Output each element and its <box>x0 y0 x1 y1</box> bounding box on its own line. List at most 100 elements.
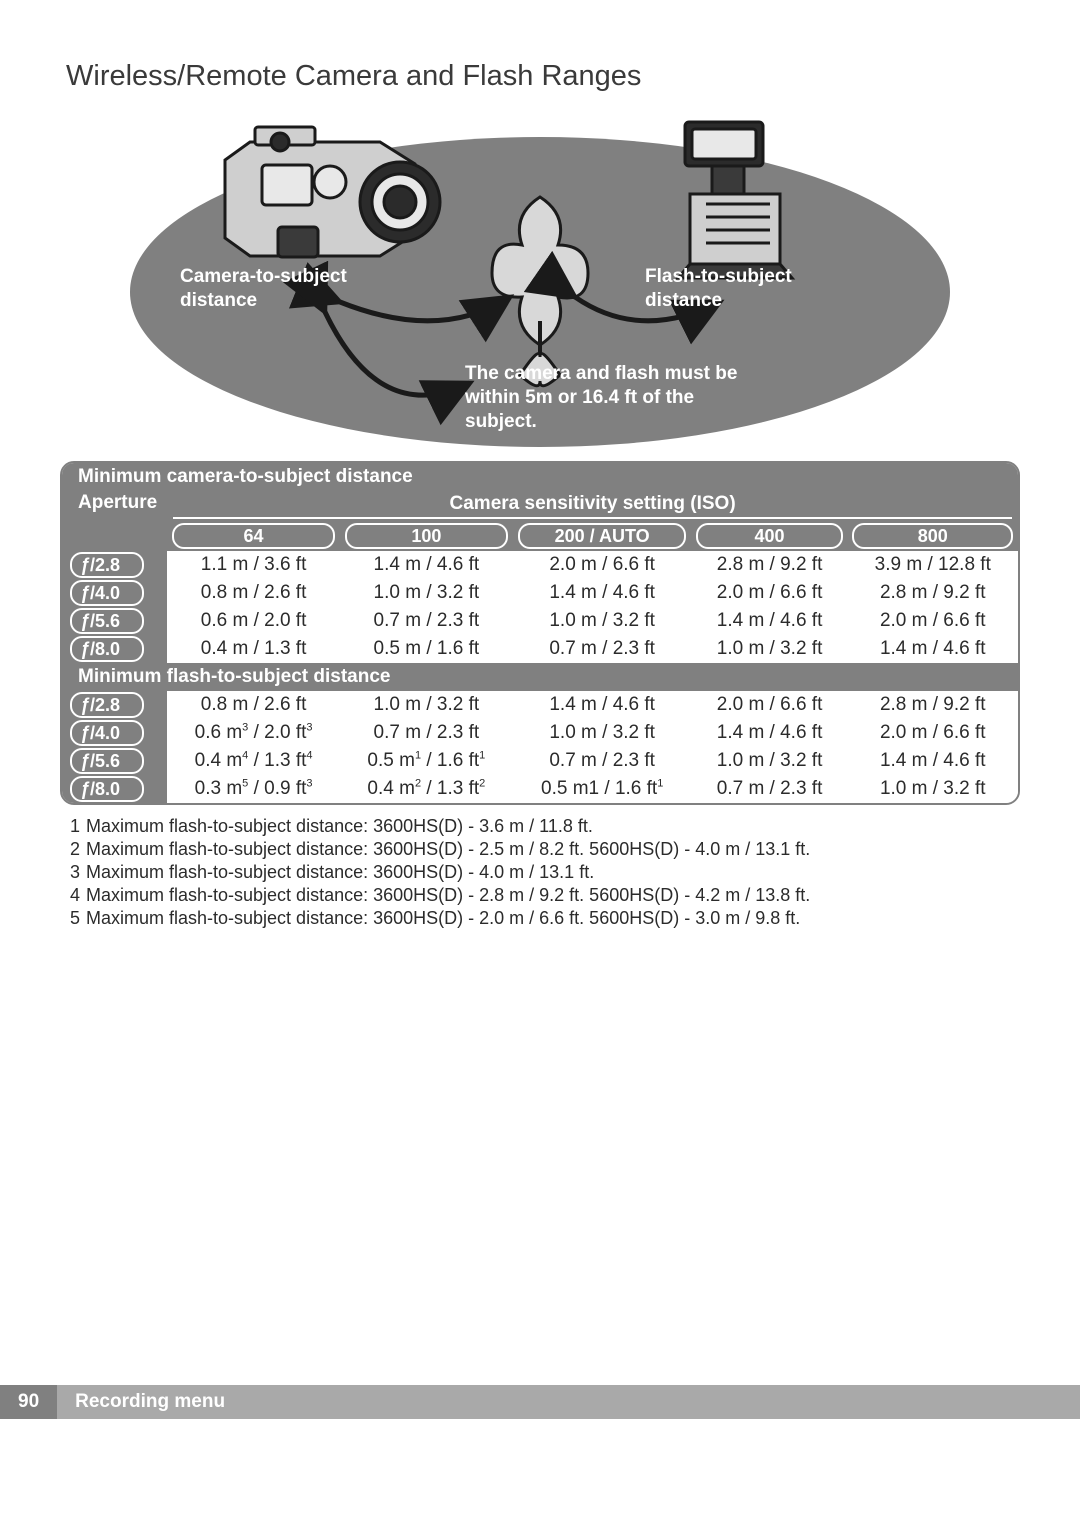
footnote: 2Maximum flash-to-subject distance: 3600… <box>60 838 1020 861</box>
value-cell: 0.4 m2 / 1.3 ft2 <box>340 775 513 803</box>
aperture-cell: ƒ/8.0 <box>62 635 167 663</box>
footer-bar: 90 Recording menu <box>0 1385 1080 1419</box>
value-cell: 3.9 m / 12.8 ft <box>848 551 1018 579</box>
footnote-number: 3 <box>60 861 86 884</box>
footnote: 3Maximum flash-to-subject distance: 3600… <box>60 861 1020 884</box>
footnote-text: Maximum flash-to-subject distance: 3600H… <box>86 815 1020 838</box>
value-cell: 0.7 m / 2.3 ft <box>340 607 513 635</box>
value-cell: 0.7 m / 2.3 ft <box>513 747 692 775</box>
table-row: ƒ/4.0 0.6 m3 / 2.0 ft30.7 m / 2.3 ft1.0 m… <box>62 719 1018 747</box>
value-cell: 1.0 m / 3.2 ft <box>848 775 1018 803</box>
value-cell: 0.5 m1 / 1.6 ft1 <box>340 747 513 775</box>
value-cell: 2.0 m / 6.6 ft <box>848 607 1018 635</box>
iso-col-2: 200 / AUTO <box>518 523 687 549</box>
iso-columns-row: 64 100 200 / AUTO 400 800 <box>62 521 1018 551</box>
footnote-number: 1 <box>60 815 86 838</box>
range-diagram: Camera-to-subject distance Flash-to-subj… <box>80 107 1000 447</box>
footnote-number: 2 <box>60 838 86 861</box>
footnote-text: Maximum flash-to-subject distance: 3600H… <box>86 861 1020 884</box>
table-row: ƒ/2.8 1.1 m / 3.6 ft1.4 m / 4.6 ft2.0 m /… <box>62 551 1018 579</box>
value-cell: 2.8 m / 9.2 ft <box>848 691 1018 719</box>
page: Wireless/Remote Camera and Flash Ranges <box>0 0 1080 1529</box>
value-cell: 1.0 m / 3.2 ft <box>513 607 692 635</box>
aperture-cell: ƒ/2.8 <box>62 551 167 579</box>
aperture-pill: ƒ/8.0 <box>70 636 144 662</box>
table-row: ƒ/4.0 0.8 m / 2.6 ft1.0 m / 3.2 ft1.4 m /… <box>62 579 1018 607</box>
aperture-pill: ƒ/2.8 <box>70 692 144 718</box>
iso-col-3: 400 <box>696 523 843 549</box>
value-cell: 0.7 m / 2.3 ft <box>340 719 513 747</box>
aperture-pill: ƒ/4.0 <box>70 720 144 746</box>
value-cell: 2.8 m / 9.2 ft <box>692 551 848 579</box>
footnote: 5Maximum flash-to-subject distance: 3600… <box>60 907 1020 930</box>
table-row: ƒ/8.00.4 m / 1.3 ft0.5 m / 1.6 ft0.7 m /… <box>62 635 1018 663</box>
aperture-pill: ƒ/2.8 <box>70 552 144 578</box>
value-cell: 1.0 m / 3.2 ft <box>340 579 513 607</box>
value-cell: 2.0 m / 6.6 ft <box>513 551 692 579</box>
aperture-cell: ƒ/8.0 <box>62 775 167 803</box>
value-cell: 2.0 m / 6.6 ft <box>692 691 848 719</box>
footnotes: 1Maximum flash-to-subject distance: 3600… <box>60 815 1020 930</box>
footnote-number: 5 <box>60 907 86 930</box>
value-cell: 0.5 m1 / 1.6 ft1 <box>513 775 692 803</box>
value-cell: 0.7 m / 2.3 ft <box>692 775 848 803</box>
value-cell: 1.1 m / 3.6 ft <box>167 551 340 579</box>
value-cell: 0.8 m / 2.6 ft <box>167 691 340 719</box>
iso-col-4: 800 <box>852 523 1013 549</box>
aperture-cell: ƒ/4.0 <box>62 719 167 747</box>
value-cell: 2.0 m / 6.6 ft <box>692 579 848 607</box>
range-table: Minimum camera-to-subject distance Apert… <box>60 461 1020 805</box>
distance-note-label: The camera and flash must be within 5m o… <box>465 362 765 433</box>
value-cell: 0.6 m3 / 2.0 ft3 <box>167 719 340 747</box>
aperture-cell: ƒ/5.6 <box>62 607 167 635</box>
camera-distance-label: Camera-to-subject distance <box>180 265 390 313</box>
value-cell: 2.0 m / 6.6 ft <box>848 719 1018 747</box>
footer-section: Recording menu <box>57 1391 225 1413</box>
footnote-text: Maximum flash-to-subject distance: 3600H… <box>86 907 1020 930</box>
value-cell: 1.4 m / 4.6 ft <box>513 579 692 607</box>
aperture-header: Aperture <box>62 491 167 551</box>
value-cell: 0.4 m / 1.3 ft <box>167 635 340 663</box>
value-cell: 1.0 m / 3.2 ft <box>513 719 692 747</box>
aperture-pill: ƒ/4.0 <box>70 580 144 606</box>
flash-distance-label: Flash-to-subject distance <box>645 265 845 313</box>
table-row: ƒ/5.6 0.4 m4 / 1.3 ft40.5 m1 / 1.6 ft10.7… <box>62 747 1018 775</box>
value-cell: 1.4 m / 4.6 ft <box>340 551 513 579</box>
value-cell: 1.0 m / 3.2 ft <box>340 691 513 719</box>
value-cell: 0.8 m / 2.6 ft <box>167 579 340 607</box>
page-title: Wireless/Remote Camera and Flash Ranges <box>66 60 1020 93</box>
iso-col-0: 64 <box>172 523 335 549</box>
aperture-cell: ƒ/5.6 <box>62 747 167 775</box>
value-cell: 0.6 m / 2.0 ft <box>167 607 340 635</box>
value-cell: 0.4 m4 / 1.3 ft4 <box>167 747 340 775</box>
page-number: 90 <box>0 1385 57 1419</box>
value-cell: 1.4 m / 4.6 ft <box>848 635 1018 663</box>
value-cell: 1.0 m / 3.2 ft <box>692 635 848 663</box>
iso-col-1: 100 <box>345 523 508 549</box>
value-cell: 0.3 m5 / 0.9 ft3 <box>167 775 340 803</box>
footnote: 4Maximum flash-to-subject distance: 3600… <box>60 884 1020 907</box>
aperture-pill: ƒ/8.0 <box>70 776 144 802</box>
aperture-cell: ƒ/4.0 <box>62 579 167 607</box>
subject-icon <box>492 197 588 386</box>
value-cell: 1.4 m / 4.6 ft <box>692 607 848 635</box>
value-cell: 1.4 m / 4.6 ft <box>848 747 1018 775</box>
aperture-pill: ƒ/5.6 <box>70 608 144 634</box>
footnote-text: Maximum flash-to-subject distance: 3600H… <box>86 884 1020 907</box>
footnote-text: Maximum flash-to-subject distance: 3600H… <box>86 838 1020 861</box>
value-cell: 1.0 m / 3.2 ft <box>692 747 848 775</box>
aperture-cell: ƒ/2.8 <box>62 691 167 719</box>
value-cell: 1.4 m / 4.6 ft <box>513 691 692 719</box>
table-row: ƒ/2.8 0.8 m / 2.6 ft1.0 m / 3.2 ft1.4 m /… <box>62 691 1018 719</box>
value-cell: 2.8 m / 9.2 ft <box>848 579 1018 607</box>
footnote-number: 4 <box>60 884 86 907</box>
section1-header: Minimum camera-to-subject distance <box>62 463 1018 491</box>
table-row: ƒ/8.0 0.3 m5 / 0.9 ft30.4 m2 / 1.3 ft20.5… <box>62 775 1018 803</box>
table-row: ƒ/5.6 0.6 m / 2.0 ft0.7 m / 2.3 ft1.0 m /… <box>62 607 1018 635</box>
value-cell: 0.7 m / 2.3 ft <box>513 635 692 663</box>
camera-icon <box>225 127 440 257</box>
flash-icon <box>678 122 792 278</box>
aperture-pill: ƒ/5.6 <box>70 748 144 774</box>
iso-header: Camera sensitivity setting (ISO) <box>173 493 1012 519</box>
section2-header: Minimum flash-to-subject distance <box>62 663 1018 691</box>
